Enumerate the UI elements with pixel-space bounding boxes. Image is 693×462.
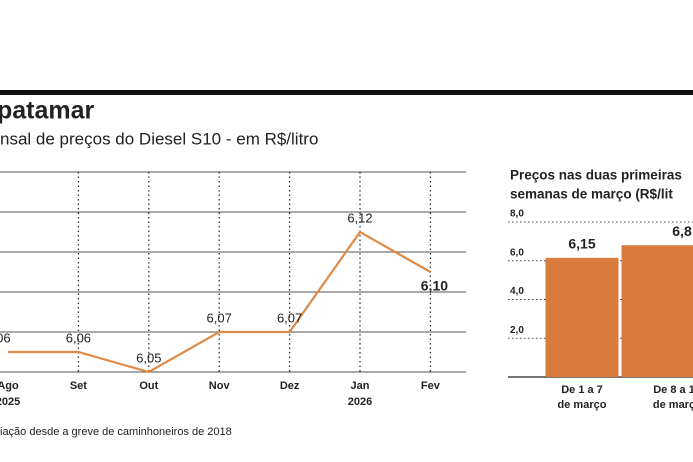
y-tick-label: 8,0	[510, 209, 524, 220]
x-tick-label: Fev	[421, 380, 441, 392]
x-tick-label: Jan	[351, 380, 370, 392]
value-label: 6,06	[0, 330, 11, 345]
x-tick-year: 2025	[0, 396, 20, 408]
x-tick-label: De 1 a 7	[561, 384, 603, 396]
data-line	[8, 230, 431, 374]
x-tick-label: de março	[558, 399, 607, 411]
bar	[545, 257, 619, 377]
x-tick-year: 2026	[348, 396, 372, 408]
x-tick-label: Nov	[209, 380, 231, 392]
value-label: 6,07	[207, 310, 232, 325]
footnote: iação desde a greve de caminhoneiros de …	[0, 426, 232, 438]
x-tick-label: Ago	[0, 380, 19, 392]
bar	[621, 245, 693, 377]
x-tick-label: Dez	[280, 380, 300, 392]
value-label: 6,05	[136, 350, 161, 365]
x-tick-label: de març	[653, 399, 693, 411]
x-tick-label: De 8 a 1	[653, 384, 693, 396]
x-tick-label: Set	[70, 380, 87, 392]
chart-title: semanas de março (R$/lit	[510, 187, 673, 202]
value-label: 6,15	[568, 236, 595, 252]
value-label: 6,12	[347, 210, 372, 225]
y-tick-label: 6,0	[510, 247, 524, 258]
value-label: 6,07	[277, 310, 302, 325]
value-label: 6,8	[672, 223, 692, 239]
value-label: 6,10	[421, 278, 448, 294]
y-tick-label: 4,0	[510, 286, 524, 297]
value-label: 6,06	[66, 330, 91, 345]
chart-title: Preços nas duas primeiras	[510, 168, 682, 183]
header-rule	[0, 90, 693, 95]
x-tick-label: Out	[139, 380, 158, 392]
y-tick-label: 2,0	[510, 325, 524, 336]
page-subtitle: nsal de preços do Diesel S10 - em R$/lit…	[0, 129, 318, 148]
page-title: patamar	[0, 97, 95, 125]
